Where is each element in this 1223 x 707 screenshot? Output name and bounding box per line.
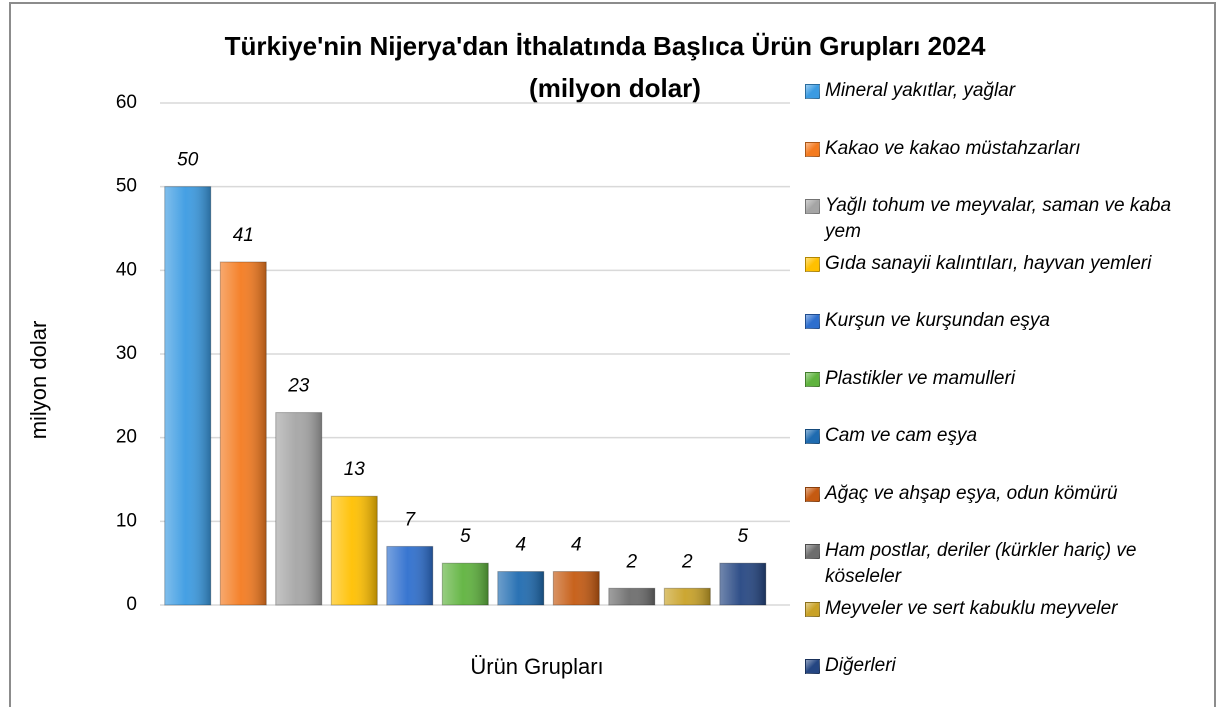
data-label: 4 [516, 535, 527, 556]
legend-item: Meyveler ve sert kabuklu meyveler [803, 596, 1208, 622]
data-label: 2 [681, 551, 693, 572]
data-label: 50 [177, 150, 199, 171]
legend-item: Ağaç ve ahşap eşya, odun kömürü [803, 481, 1208, 507]
legend-label: Cam ve cam eşya [825, 425, 978, 446]
legend-item: Diğerleri [803, 653, 1208, 679]
data-label: 5 [460, 526, 471, 547]
x-axis-label: Ürün Grupları [470, 654, 603, 679]
frame [9, 2, 1216, 707]
legend-swatch [805, 314, 820, 329]
legend-label: Yağlı tohum ve meyvalar, saman ve kaba y… [825, 195, 1172, 242]
legend-label: Kurşun ve kurşundan eşya [825, 310, 1050, 331]
bar-shade [663, 587, 711, 606]
legend-label: Kakao ve kakao müstahzarları [825, 137, 1081, 159]
legend-label: Diğerleri [825, 655, 896, 676]
y-tick-label: 30 [116, 343, 137, 364]
bar-shade [330, 495, 378, 606]
data-label: 4 [571, 535, 582, 556]
legend-item: Kakao ve kakao müstahzarları [803, 136, 1208, 162]
legend-swatch [805, 141, 820, 157]
legend-label: Ağaç ve ahşap eşya, odun kömürü [825, 482, 1118, 504]
bar-shade [608, 587, 656, 606]
bar-shade [552, 571, 600, 606]
y-axis-label: milyon dolar [26, 321, 51, 440]
legend-swatch [805, 486, 820, 502]
legend-swatch [805, 544, 820, 559]
legend-swatch [805, 199, 820, 214]
bar-shade [719, 562, 767, 606]
bar-shade [164, 186, 212, 606]
data-label: 23 [287, 376, 310, 397]
chart-title: (milyon dolar) [529, 73, 701, 103]
bar-shade [219, 261, 267, 606]
y-tick-label: 10 [116, 510, 137, 531]
legend-item: Mineral yakıtlar, yağlar [803, 78, 1208, 104]
data-label: 7 [404, 509, 416, 530]
legend-swatch [805, 371, 820, 387]
legend-item: Gıda sanayii kalıntıları, hayvan yemleri [803, 251, 1208, 277]
legend-label: Gıda sanayii kalıntıları, hayvan yemleri [825, 252, 1152, 274]
legend-swatch [805, 429, 820, 444]
legend-label: Meyveler ve sert kabuklu meyveler [825, 597, 1118, 619]
y-tick-label: 20 [116, 427, 137, 448]
legend-label: Mineral yakıtlar, yağlar [825, 80, 1016, 101]
legend-swatch [805, 84, 820, 99]
bar-shade [386, 545, 434, 606]
legend-swatch [805, 256, 820, 272]
bar-shade [275, 412, 323, 606]
legend-swatch [805, 601, 820, 617]
data-label: 5 [738, 526, 749, 547]
legend-item: Cam ve cam eşya [803, 423, 1208, 449]
y-tick-label: 0 [126, 594, 137, 615]
legend-label: Ham postlar, deriler (kürkler hariç) ve … [825, 540, 1137, 587]
y-tick-label: 60 [116, 92, 137, 113]
bar-shade [441, 562, 489, 606]
legend-item: Plastikler ve mamulleri [803, 366, 1208, 392]
data-label: 2 [626, 551, 638, 572]
chart-title: Türkiye'nin Nijerya'dan İthalatında Başl… [225, 31, 986, 61]
legend-label: Plastikler ve mamulleri [825, 367, 1016, 389]
legend-item: Kurşun ve kurşundan eşya [803, 308, 1208, 334]
y-tick-label: 50 [116, 176, 137, 197]
y-tick-label: 40 [116, 259, 137, 280]
data-label: 41 [233, 225, 254, 246]
data-label: 13 [344, 459, 366, 480]
legend-item: Yağlı tohum ve meyvalar, saman ve kaba y… [803, 193, 1208, 245]
bar-shade [497, 571, 545, 606]
legend-item: Ham postlar, deriler (kürkler hariç) ve … [803, 538, 1208, 590]
legend-swatch [805, 659, 820, 674]
